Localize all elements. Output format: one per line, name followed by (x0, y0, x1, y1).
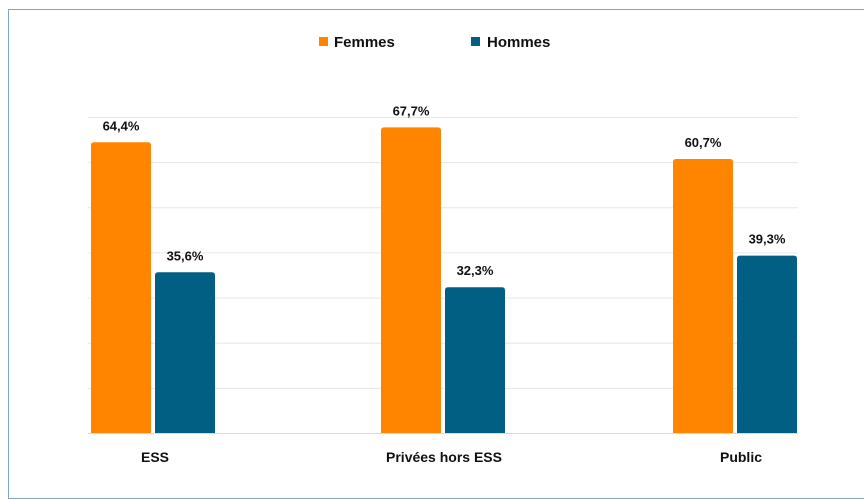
bar-hommes-ess (155, 272, 215, 433)
bar-femmes-ess (91, 142, 151, 433)
value-label-hommes-public: 39,3% (749, 232, 786, 247)
category-label-privees-hors-ess: Privées hors ESS (386, 449, 502, 465)
value-label-femmes-public: 60,7% (685, 135, 722, 150)
value-label-hommes-privees-hors-ess: 32,3% (457, 263, 494, 278)
category-label-public: Public (720, 449, 762, 465)
bar-femmes-public (673, 158, 733, 434)
bars (91, 127, 797, 434)
category-label-ess: ESS (141, 449, 169, 465)
legend-label-hommes: Hommes (487, 34, 550, 51)
bar-hommes-privees-hors-ess (445, 287, 505, 433)
legend-swatch-femmes (319, 37, 328, 46)
value-label-hommes-ess: 35,6% (167, 248, 204, 263)
bar-femmes-privees-hors-ess (381, 127, 441, 433)
legend: Femmes Hommes (319, 34, 550, 51)
value-labels: 64,4% 35,6% 67,7% 32,3% 60,7% 39,3% (103, 103, 786, 278)
value-label-femmes-privees-hors-ess: 67,7% (393, 103, 430, 118)
legend-swatch-hommes (471, 37, 480, 46)
bar-hommes-public (737, 255, 797, 433)
value-label-femmes-ess: 64,4% (103, 118, 140, 133)
bar-chart: Femmes Hommes 64,4% 35,6% 67,7% 32,3% 60,7% 3… (88, 34, 798, 465)
legend-label-femmes: Femmes (334, 34, 395, 51)
